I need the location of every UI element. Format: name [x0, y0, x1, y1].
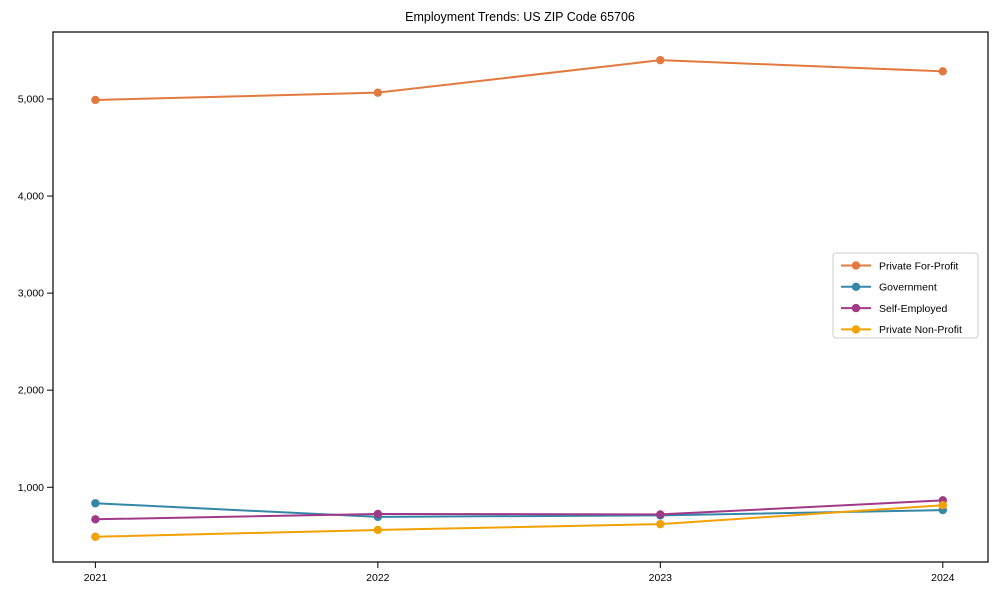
data-point-marker — [656, 55, 665, 65]
x-axis-tick-label: 2021 — [84, 572, 108, 584]
chart-title: Employment Trends: US ZIP Code 65706 — [405, 10, 635, 24]
legend-item: Private Non-Profit — [841, 324, 962, 336]
legend-item: Government — [841, 282, 937, 294]
series-line-private-for-profit — [94, 59, 944, 101]
data-point-marker — [938, 67, 948, 76]
y-axis-tick-label: 4,000 — [18, 191, 44, 203]
legend-label: Self-Employed — [879, 303, 947, 315]
plot-area — [52, 31, 989, 563]
data-point-marker — [91, 95, 100, 105]
y-axis-tick-label: 3,000 — [18, 288, 44, 300]
series-line-self-employed — [94, 499, 944, 521]
legend-marker-sample — [851, 282, 861, 291]
legend: Private For-Profit Government Self-Employe… — [832, 252, 979, 339]
legend-marker-sample — [851, 325, 861, 334]
plot-border — [52, 31, 989, 563]
data-point-marker — [91, 515, 100, 524]
series-line-government — [94, 502, 944, 518]
y-axis-tick-label: 5,000 — [18, 93, 44, 105]
y-axis-tick-label: 1,000 — [18, 482, 44, 494]
data-point-marker — [91, 532, 100, 541]
series-line-private-non-profit — [94, 504, 944, 538]
legend-box — [832, 252, 979, 339]
data-point-marker — [373, 525, 383, 535]
series-layer — [91, 55, 948, 541]
legend-label: Private For-Profit — [879, 260, 958, 272]
legend-label: Private Non-Profit — [879, 324, 962, 336]
axes: 1,000 2,000 3,000 4,000 5,000 2021 2022 2023 202… — [18, 93, 955, 584]
data-point-marker — [373, 509, 383, 519]
x-axis-tick-label: 2023 — [649, 572, 673, 584]
legend-label: Government — [879, 282, 937, 294]
legend-item: Self-Employed — [841, 303, 947, 315]
x-axis-tick-label: 2022 — [366, 572, 390, 584]
y-axis-tick-label: 2,000 — [18, 385, 44, 397]
data-point-marker — [91, 499, 100, 508]
x-axis-tick-label: 2024 — [931, 572, 955, 584]
legend-marker-sample — [851, 261, 861, 270]
data-point-marker — [373, 88, 383, 97]
data-point-marker — [656, 510, 665, 519]
legend-item: Private For-Profit — [841, 260, 958, 272]
legend-marker-sample — [851, 303, 861, 313]
data-point-marker — [656, 519, 665, 529]
data-point-marker — [938, 501, 948, 510]
